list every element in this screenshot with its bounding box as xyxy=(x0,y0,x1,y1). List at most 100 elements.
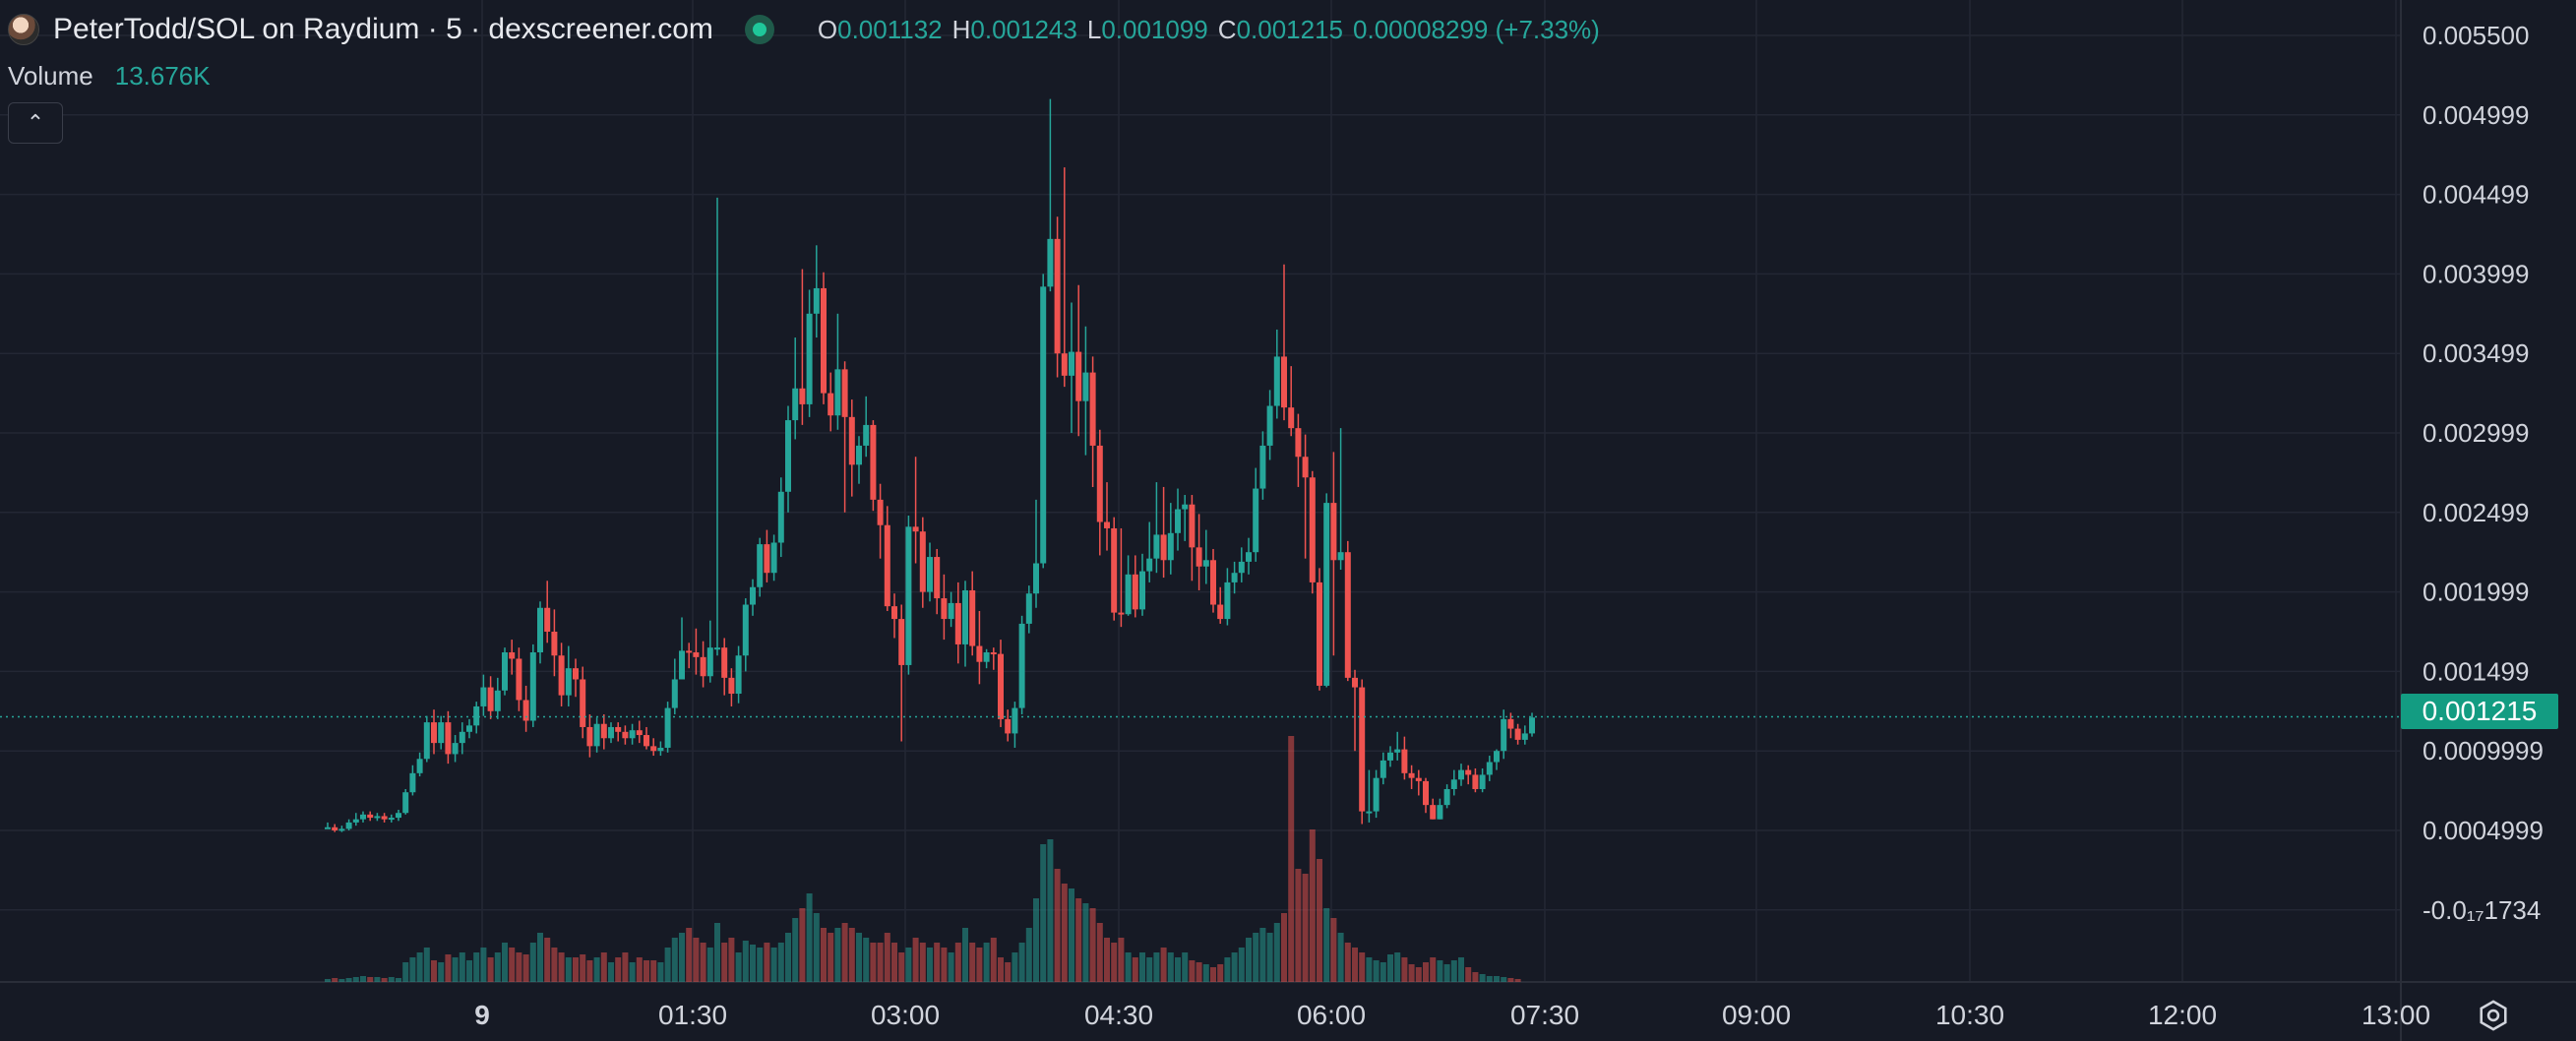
volume-bar xyxy=(671,938,678,982)
volume-bar xyxy=(898,952,905,982)
candle xyxy=(509,640,516,675)
volume-bar xyxy=(1196,962,1202,982)
candle xyxy=(1202,529,1209,584)
candle xyxy=(990,647,997,670)
volume-bar xyxy=(934,943,941,982)
volume-bar xyxy=(777,943,784,982)
volume-bar xyxy=(396,978,401,982)
candle xyxy=(1486,756,1493,781)
volume-bar xyxy=(1025,928,1032,982)
y-tick-label: 0.005500 xyxy=(2423,21,2529,50)
y-tick-label: 0.001999 xyxy=(2423,578,2529,607)
candle xyxy=(1096,429,1103,556)
y-tick-label: -0.0₁₇1734 xyxy=(2423,895,2541,925)
candle xyxy=(1430,798,1437,820)
candle xyxy=(1494,749,1500,770)
candle xyxy=(374,813,381,822)
chevron-up-icon: ⌃ xyxy=(26,110,45,135)
volume-bar xyxy=(1458,957,1464,982)
volume-legend: Volume 13.676K xyxy=(8,61,211,92)
volume-bar xyxy=(352,977,359,982)
candle xyxy=(1253,467,1259,562)
volume-bar xyxy=(1061,884,1068,982)
candle xyxy=(764,529,770,582)
volume-bar xyxy=(1281,913,1287,982)
candle xyxy=(438,715,445,750)
volume-bar xyxy=(1175,957,1181,982)
volume-bar xyxy=(1012,952,1018,982)
candle xyxy=(1217,586,1224,624)
volume-bar xyxy=(1401,957,1408,982)
candle xyxy=(1295,413,1302,487)
candle xyxy=(1330,452,1337,656)
candle xyxy=(770,534,777,582)
candle xyxy=(1281,264,1287,421)
volume-bar xyxy=(325,979,331,982)
collapse-legend-button[interactable]: ⌃ xyxy=(8,102,63,144)
volume-bar xyxy=(445,954,452,982)
candle xyxy=(1118,527,1125,628)
candle xyxy=(1273,329,1280,419)
candle xyxy=(1401,736,1408,780)
volume-bar xyxy=(1005,962,1012,982)
volume-label: Volume xyxy=(8,61,93,91)
candle xyxy=(1231,561,1238,594)
candle xyxy=(332,824,338,832)
candle xyxy=(1132,555,1138,618)
settings-button[interactable] xyxy=(2474,996,2513,1035)
candle xyxy=(580,666,586,739)
volume-bar xyxy=(636,957,643,982)
volume-bar xyxy=(1273,923,1280,982)
candle xyxy=(785,405,791,513)
volume-bar xyxy=(1040,844,1047,982)
candle xyxy=(821,272,827,404)
volume-bar xyxy=(770,948,777,982)
volume-bar xyxy=(1069,888,1074,982)
volume-bar xyxy=(848,928,855,982)
y-tick-label: 0.003499 xyxy=(2423,338,2529,368)
volume-bar xyxy=(1394,952,1401,982)
volume-bar xyxy=(792,918,799,982)
x-tick-label: 12:00 xyxy=(2148,1000,2217,1030)
volume-bar xyxy=(962,928,968,982)
volume-bar xyxy=(983,943,990,982)
volume-bar xyxy=(565,957,572,982)
volume-bar xyxy=(686,928,693,982)
candle xyxy=(1018,615,1025,715)
candle xyxy=(1153,482,1160,574)
volume-bar xyxy=(990,938,997,982)
volume-bar xyxy=(834,928,841,982)
candle xyxy=(891,593,897,639)
volume-bar xyxy=(615,957,622,982)
volume-bar xyxy=(1089,908,1096,982)
candle xyxy=(445,710,452,765)
candle xyxy=(1210,548,1216,613)
volume-bar xyxy=(1415,967,1422,982)
candle xyxy=(1040,274,1047,569)
candle xyxy=(629,723,636,745)
volume-bar xyxy=(608,962,614,982)
x-tick-label: 03:00 xyxy=(871,1000,940,1030)
volume-bar xyxy=(423,948,430,982)
candle xyxy=(1033,499,1039,608)
candle xyxy=(615,722,622,742)
price-change: 0.00008299 (+7.33%) xyxy=(1353,14,1600,44)
candle xyxy=(962,581,968,667)
volume-bar xyxy=(884,933,890,982)
volume-bar xyxy=(1202,964,1209,982)
volume-bar xyxy=(473,952,480,982)
y-tick-label: 0.003999 xyxy=(2423,259,2529,288)
candle xyxy=(706,620,713,683)
volume-bar xyxy=(1373,960,1380,982)
volume-bar xyxy=(1231,952,1238,982)
y-tick-label: 0.0009999 xyxy=(2423,736,2544,765)
candle xyxy=(898,604,905,742)
ohlc-low: L 0.001099 xyxy=(1086,14,1208,44)
candle xyxy=(1415,769,1422,796)
candle xyxy=(1373,769,1380,819)
volume-bar xyxy=(338,979,345,982)
candle xyxy=(841,361,848,513)
candle xyxy=(863,396,870,458)
candle xyxy=(586,714,593,758)
